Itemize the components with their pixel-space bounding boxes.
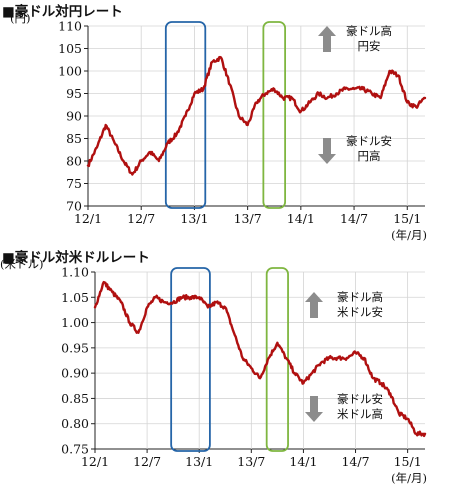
arrow-down-icon — [305, 396, 323, 422]
arrow-up-icon — [318, 26, 336, 52]
chart-title: ■豪ドル対米ドルレート — [2, 250, 150, 266]
x-tick-label: 13/7 — [234, 211, 262, 226]
x-tick-label: 14/1 — [289, 454, 317, 469]
x-tick-label: 12/7 — [127, 211, 155, 226]
series-line — [93, 280, 427, 438]
annotation-label: 豪ドル安 — [337, 392, 383, 406]
arrow-up-icon — [305, 292, 323, 318]
y-tick-label: 0.75 — [61, 442, 89, 457]
y-tick-label: 105 — [58, 41, 82, 56]
chart-title: ■豪ドル対円レート — [2, 4, 123, 20]
x-tick-label: 12/7 — [133, 454, 161, 469]
y-tick-label: 80 — [66, 154, 82, 169]
aud-usd-panel: ■豪ドル対米ドルレート (米ドル) 0.75 0.80 0.85 0.90 0.95 1.0… — [0, 246, 450, 501]
annotation-label: 円安 — [358, 39, 381, 53]
x-tick-label: 13/1 — [185, 454, 213, 469]
x-tick-label: 12/1 — [81, 454, 109, 469]
annotation-label: 米ドル安 — [337, 305, 383, 319]
x-tick-label: 13/7 — [237, 454, 265, 469]
annotation-label: 豪ドル安 — [346, 134, 392, 148]
y-tick-label: 1.00 — [61, 315, 89, 330]
y-tick-label: 0.85 — [61, 391, 89, 406]
series-line — [86, 55, 427, 176]
x-tick-label: 14/7 — [340, 211, 368, 226]
x-tick-label: 15/1 — [394, 454, 422, 469]
y-tick-label: 75 — [66, 176, 82, 191]
y-unit-label: (円) — [10, 11, 30, 25]
x-tick-label: 12/1 — [74, 211, 102, 226]
y-tick-label: 0.95 — [61, 340, 89, 355]
y-tick-label: 85 — [66, 131, 82, 146]
aud-jpy-panel: ■豪ドル対円レート (円) 70 75 80 85 90 95 100 105 110 12/1 12… — [0, 0, 450, 250]
x-tick-label: 14/1 — [287, 211, 315, 226]
y-tick-label: 95 — [66, 86, 82, 101]
x-unit-label: (年/月) — [391, 228, 427, 242]
y-tick-label: 100 — [58, 64, 82, 79]
aud-usd-chart: (米ドル) 0.75 0.80 0.85 0.90 0.95 1.00 1.05 1.10 12/… — [0, 257, 427, 485]
y-tick-label: 1.05 — [61, 290, 89, 305]
highlight-box-0 — [170, 267, 211, 452]
y-tick-label: 1.10 — [61, 265, 89, 280]
annotation-label: 豪ドル高 — [346, 24, 392, 38]
arrow-down-icon — [318, 138, 336, 164]
annotation-label: 豪ドル高 — [337, 290, 383, 304]
y-tick-label: 0.80 — [61, 416, 89, 431]
y-unit-label: (米ドル) — [0, 257, 43, 271]
highlight-box-0 — [164, 21, 207, 209]
x-tick-label: 14/7 — [341, 454, 369, 469]
y-tick-label: 0.90 — [61, 366, 89, 381]
y-tick-label: 70 — [66, 199, 82, 214]
x-unit-label: (年/月) — [391, 471, 427, 485]
highlight-box-1 — [262, 21, 287, 209]
x-tick-label: 15/1 — [393, 211, 421, 226]
y-tick-label: 110 — [58, 19, 82, 34]
y-tick-label: 90 — [66, 109, 82, 124]
aud-jpy-chart: (円) 70 75 80 85 90 95 100 105 110 12/1 12/7 13/1 13/7… — [10, 11, 427, 242]
annotation-label: 円高 — [358, 149, 381, 163]
x-tick-label: 13/1 — [180, 211, 208, 226]
annotation-label: 米ドル高 — [337, 407, 383, 421]
